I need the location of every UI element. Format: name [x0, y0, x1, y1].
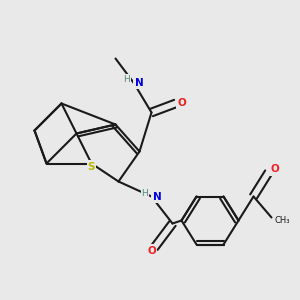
Text: O: O [147, 245, 156, 256]
Text: CH₃: CH₃ [274, 216, 290, 225]
Text: O: O [177, 98, 186, 109]
Text: N: N [152, 191, 161, 202]
Text: H: H [124, 75, 130, 84]
Text: O: O [270, 164, 279, 175]
Text: N: N [134, 77, 143, 88]
Text: S: S [88, 161, 95, 172]
Text: H: H [142, 189, 148, 198]
